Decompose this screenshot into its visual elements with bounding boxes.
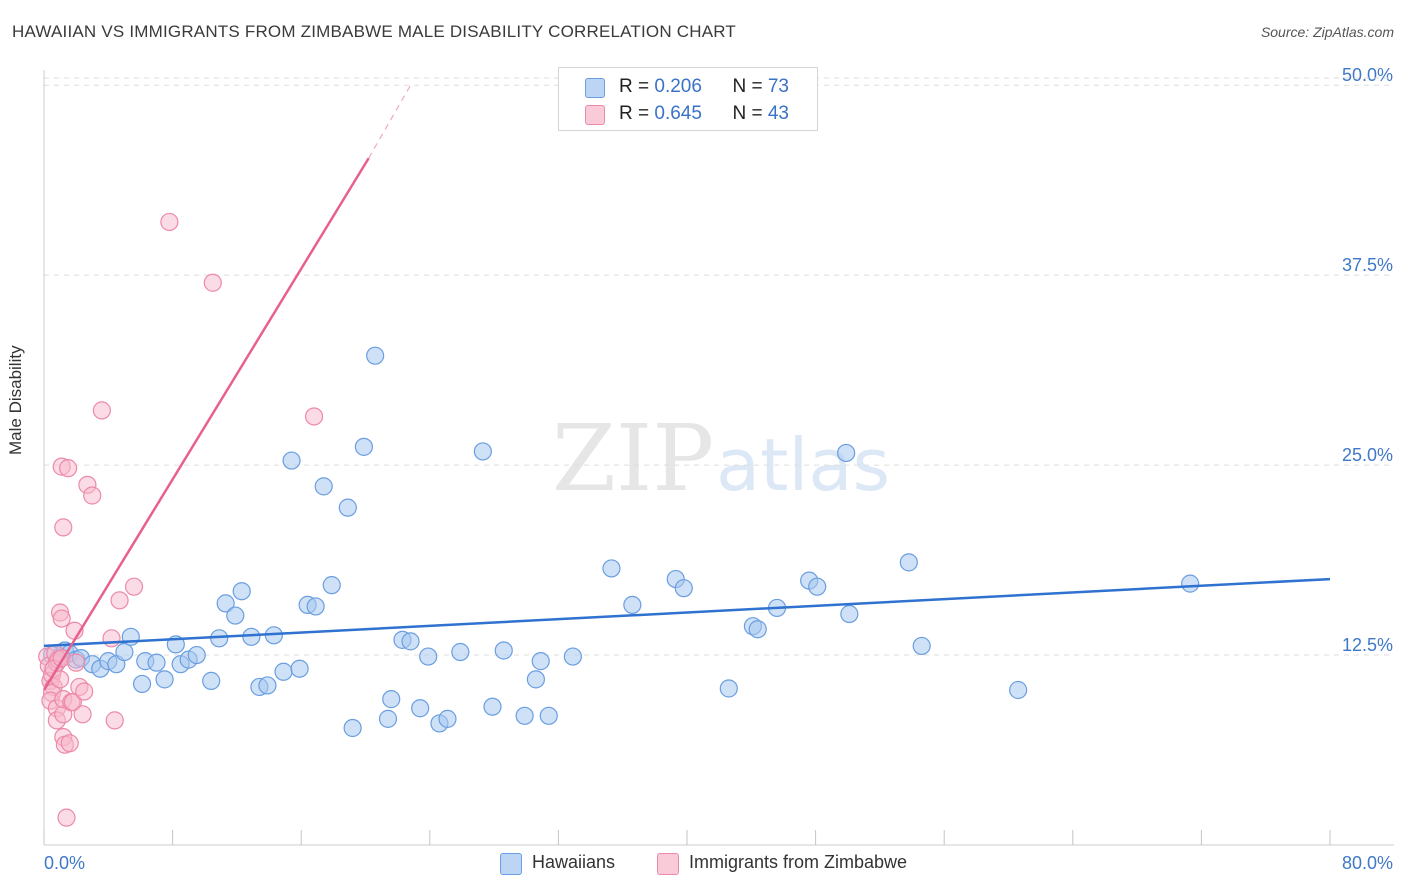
hawaiian-point [155, 670, 174, 689]
hawaiian-point [899, 553, 918, 572]
legend-n-value: 73 [767, 76, 789, 97]
hawaiian-point [290, 659, 309, 678]
x-tick-label: 0.0% [44, 853, 85, 873]
hawaiian-point [282, 451, 301, 470]
legend-swatch-blue [585, 78, 605, 98]
hawaiian-point [539, 706, 558, 725]
hawaiians-trendline [43, 577, 1331, 648]
hawaiian-point [494, 641, 513, 660]
hawaiian-point [382, 690, 401, 709]
zimbabwe-point [304, 407, 324, 426]
hawaiian-point [912, 636, 931, 656]
hawaiian-point [314, 477, 333, 496]
bottom-legend-swatch-blue [500, 853, 522, 875]
hawaiian-point [748, 620, 767, 639]
bottom-legend-label: Immigrants from Zimbabwe [689, 852, 908, 872]
hawaiian-point [401, 632, 420, 651]
hawaiian-point [378, 709, 398, 728]
hawaiian-point [274, 662, 293, 681]
zimbabwe-point [110, 591, 129, 610]
hawaiian-point [563, 647, 582, 666]
legend-n-value: 43 [767, 103, 789, 124]
x-tick-label: 80.0% [1342, 853, 1393, 873]
bottom-legend-label: Hawaiians [532, 852, 616, 872]
legend-r-label: R = [619, 103, 655, 124]
hawaiian-point [483, 697, 502, 716]
chart-title: HAWAIIAN VS IMMIGRANTS FROM ZIMBABWE MAL… [12, 22, 736, 41]
zimbabwe-point [59, 459, 78, 478]
hawaiian-point [322, 576, 341, 595]
legend-r-label: R = [619, 76, 655, 97]
hawaiian-point [515, 706, 534, 725]
watermark-atlas: atlas [716, 423, 890, 507]
hawaiian-point [419, 647, 438, 666]
hawaiian-point [674, 579, 693, 598]
zimbabwe-point [57, 808, 76, 827]
zimbabwe-point [63, 693, 83, 712]
hawaiian-point [115, 642, 134, 662]
correlation-legend: R = 0.206 N = 73 R = 0.645 N = 43 [558, 67, 818, 131]
y-tick-label: 25.0% [1342, 445, 1393, 465]
zimbabwe-point [67, 653, 86, 672]
hawaiian-point [840, 604, 859, 624]
hawaiian-point [366, 346, 385, 365]
hawaiian-point [354, 437, 373, 456]
legend-swatch-pink [585, 105, 605, 125]
hawaiian-point [306, 597, 325, 616]
legend-r-value: 0.645 [654, 103, 702, 124]
zimbabwe-point [160, 212, 179, 232]
hawaiian-point [1181, 574, 1200, 593]
hawaiian-point [526, 670, 545, 689]
legend-n-label: N = [732, 76, 768, 97]
zimbabwe-point [105, 711, 124, 730]
hawaiian-point [338, 498, 357, 517]
hawaiian-point [232, 582, 251, 601]
hawaiian-point [187, 645, 206, 665]
zimbabwe-point [124, 577, 144, 596]
y-axis-label: Male Disability [6, 345, 25, 455]
hawaiian-point [147, 653, 166, 672]
hawaiian-point [411, 699, 430, 718]
watermark-zip: ZIP [552, 405, 714, 512]
hawaiian-point [242, 627, 261, 646]
zimbabwe-point [60, 734, 79, 753]
zimbabwe-point [203, 273, 222, 292]
zimbabwe-point [54, 518, 73, 537]
zimbabwe-point [92, 401, 111, 420]
zimbabwe-trendline-extension [368, 84, 412, 159]
zimbabwe-trendline [42, 157, 370, 691]
zimbabwe-point [73, 705, 92, 724]
hawaiian-point [202, 671, 221, 690]
hawaiian-point [808, 577, 827, 596]
hawaiian-point [132, 674, 152, 694]
zimbabwe-point [102, 629, 121, 648]
legend-n-label: N = [732, 103, 768, 124]
hawaiian-point [1009, 680, 1028, 700]
hawaiian-point [837, 443, 856, 463]
y-tick-label: 12.5% [1342, 635, 1393, 655]
hawaiian-point [258, 676, 277, 695]
hawaiian-point [226, 606, 245, 625]
y-tick-label: 50.0% [1342, 65, 1393, 85]
hawaiian-point [602, 559, 621, 578]
zimbabwe-point [75, 682, 94, 701]
zimbabwe-point [83, 486, 102, 505]
source-label: Source: ZipAtlas.com [1260, 24, 1394, 40]
hawaiian-point [343, 718, 362, 738]
y-tick-label: 37.5% [1342, 255, 1393, 275]
hawaiian-point [451, 642, 470, 662]
hawaiian-point [216, 594, 235, 613]
hawaiian-point [623, 595, 642, 615]
zimbabwe-point [52, 609, 71, 628]
hawaiian-point [473, 442, 492, 461]
hawaiian-point [719, 679, 738, 698]
legend-r-value: 0.206 [654, 76, 702, 97]
hawaiian-point [438, 709, 457, 728]
bottom-legend-swatch-pink [657, 853, 679, 875]
hawaiian-point [531, 652, 550, 671]
